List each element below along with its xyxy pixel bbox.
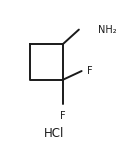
Text: F: F [87, 66, 93, 76]
Text: HCl: HCl [44, 127, 65, 140]
Text: NH₂: NH₂ [98, 25, 117, 35]
Text: F: F [60, 111, 65, 121]
